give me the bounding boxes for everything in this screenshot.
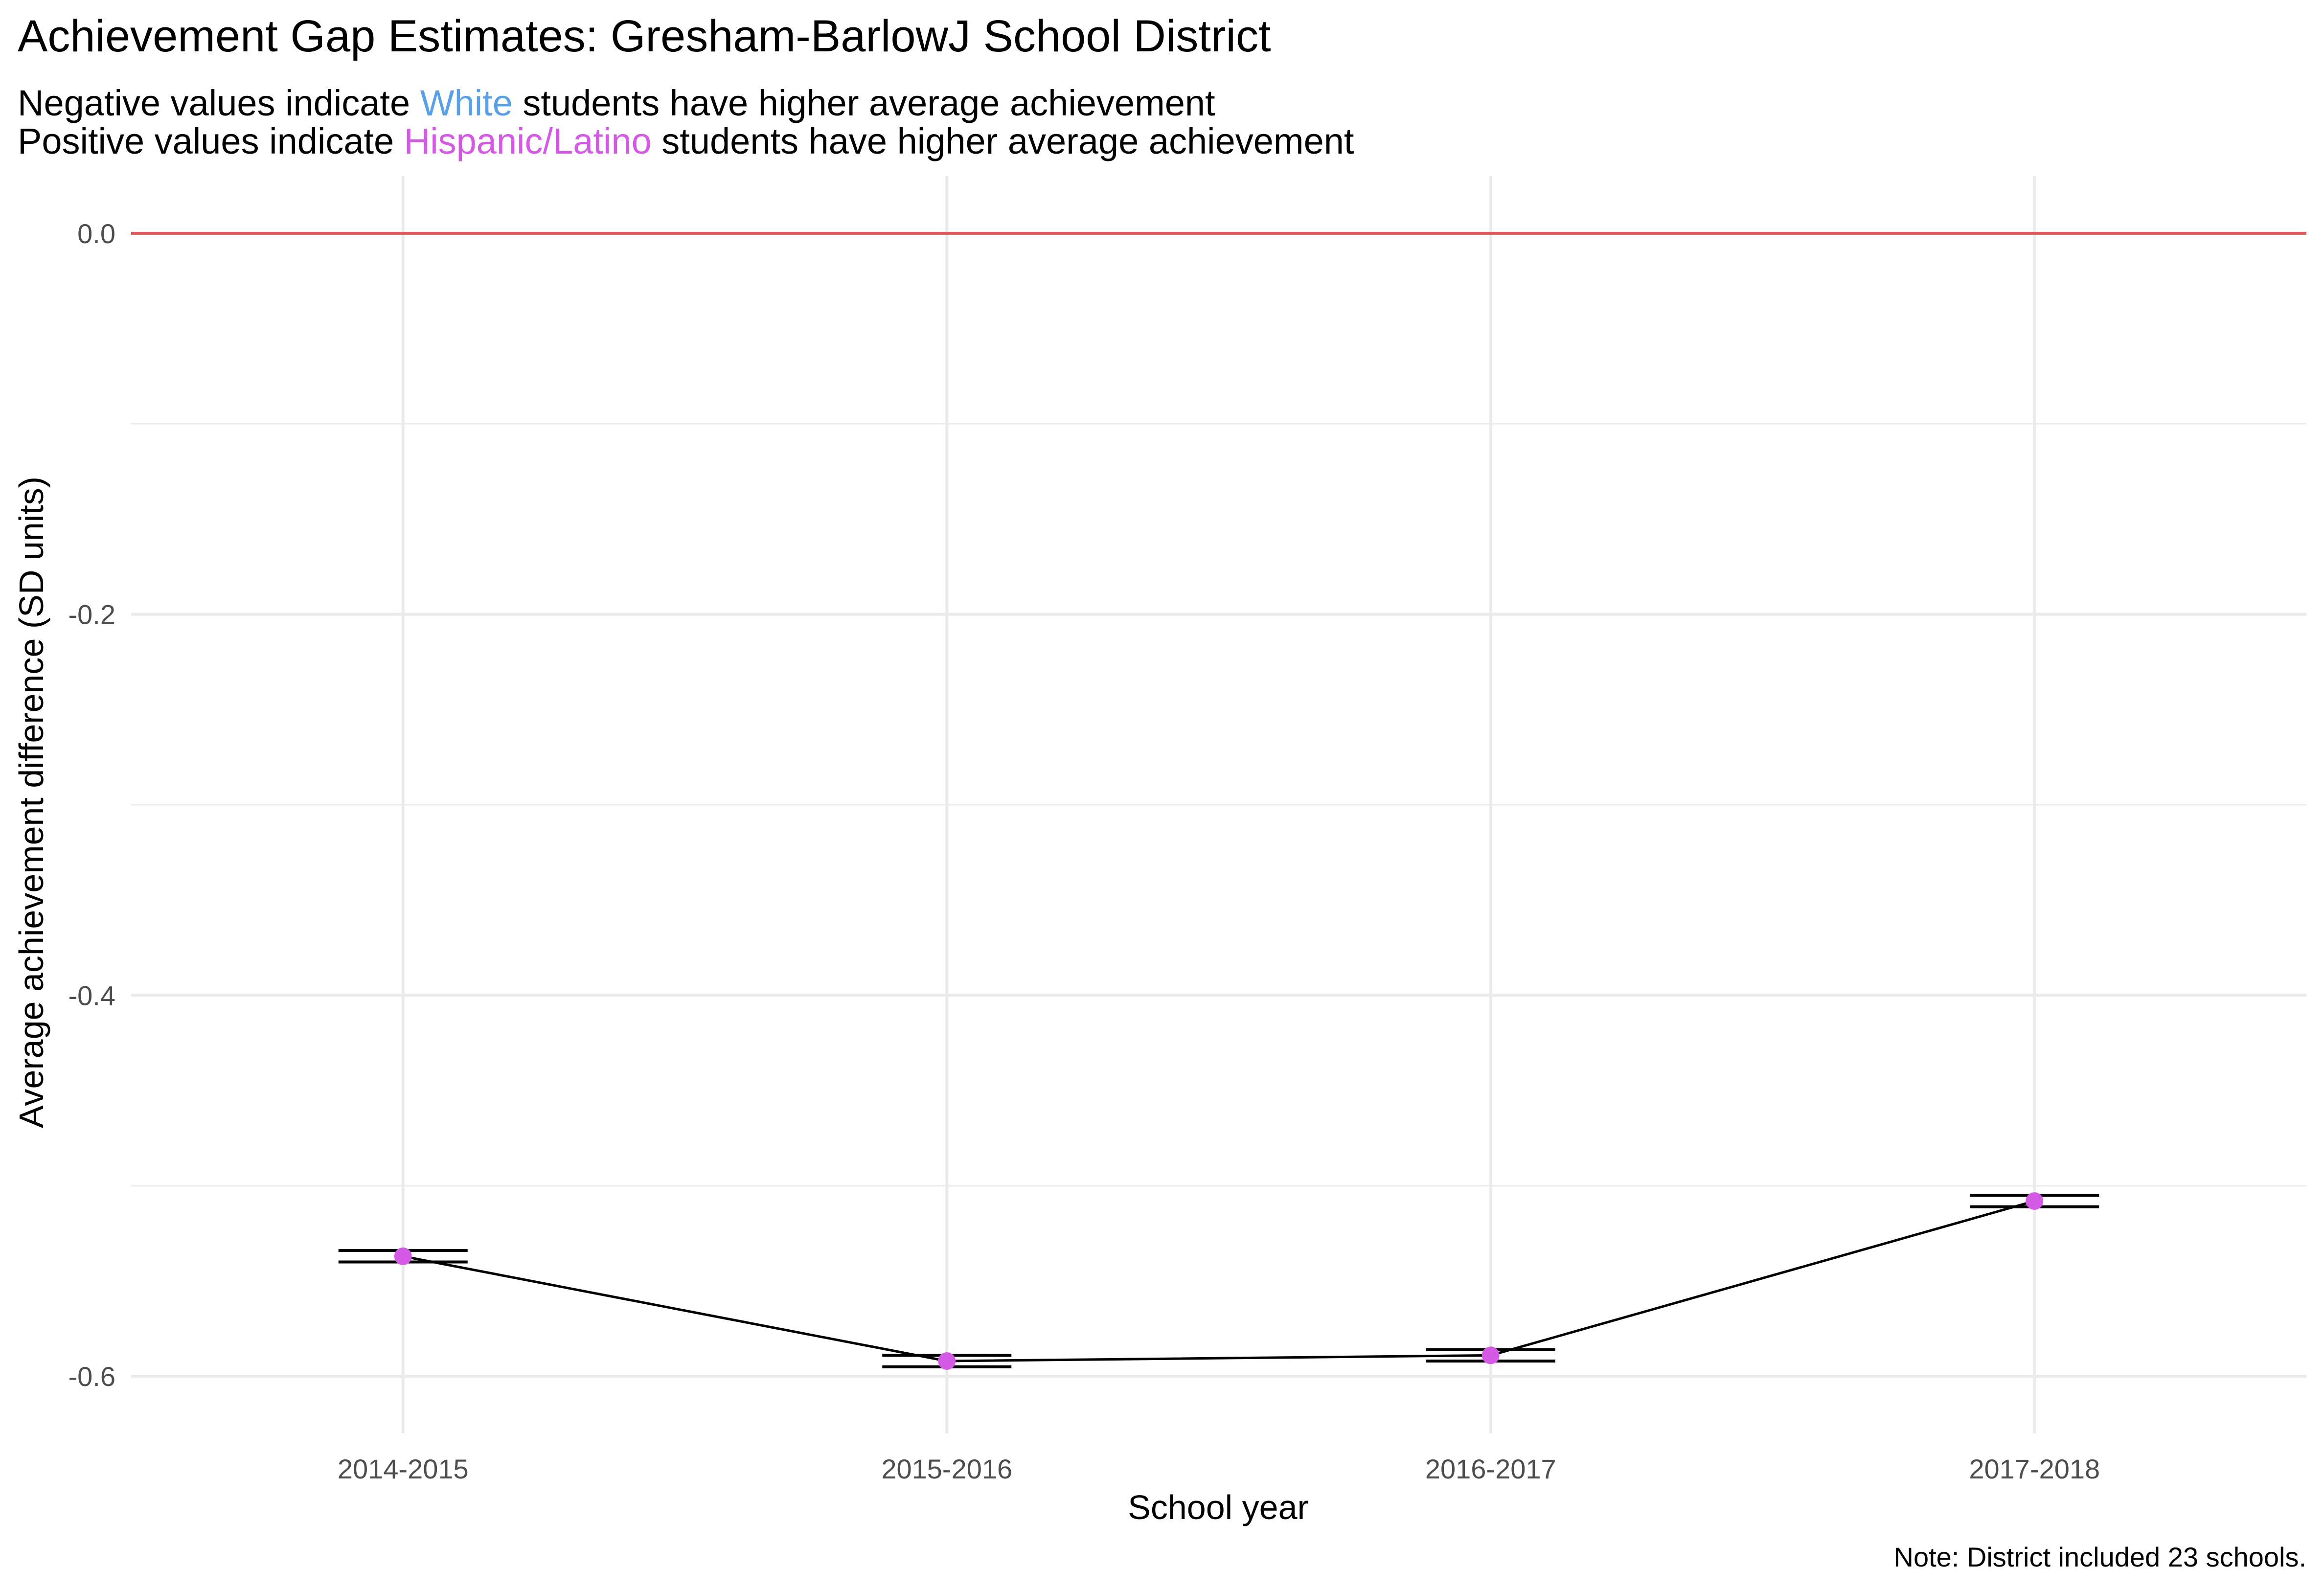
data-point [938, 1352, 956, 1370]
y-tick-label: -0.4 [68, 980, 116, 1011]
y-tick-label: -0.6 [68, 1361, 116, 1392]
subtitle-1-after: students have higher average achievement [512, 83, 1215, 123]
data-layer [338, 1192, 2099, 1370]
subtitle-1-before: Negative values indicate [18, 83, 420, 123]
chart-caption: Note: District included 23 schools. [1893, 1542, 2307, 1572]
data-point [1481, 1346, 1500, 1364]
data-point [394, 1247, 412, 1265]
x-axis-title: School year [1128, 1488, 1309, 1526]
y-axis-title: Average achievement difference (SD units… [12, 477, 50, 1128]
series-line [403, 1200, 2035, 1363]
grid-layer [131, 176, 2306, 1433]
x-tick-label: 2014-2015 [338, 1454, 469, 1484]
axis-layer: 0.0 -0.2 -0.4 -0.6 2014-2015 2015-2016 2016-20… [68, 218, 2100, 1484]
y-tick-label: -0.2 [68, 599, 116, 630]
data-point [2026, 1192, 2044, 1210]
subtitle-2-before: Positive values indicate [18, 121, 404, 161]
chart-title: Achievement Gap Estimates: Gresham-Barlo… [18, 11, 1271, 61]
x-tick-label: 2015-2016 [881, 1454, 1012, 1484]
subtitle-line-1: Negative values indicate White students … [18, 82, 1215, 124]
y-tick-label: 0.0 [77, 218, 115, 249]
subtitle-1-highlight: White [420, 83, 513, 123]
subtitle-2-highlight: Hispanic/Latino [404, 121, 652, 161]
subtitle-line-2: Positive values indicate Hispanic/Latino… [18, 120, 1354, 162]
x-tick-label: 2017-2018 [1969, 1454, 2100, 1484]
x-tick-label: 2016-2017 [1425, 1454, 1556, 1484]
subtitle-2-after: students have higher average achievement [651, 121, 1354, 161]
